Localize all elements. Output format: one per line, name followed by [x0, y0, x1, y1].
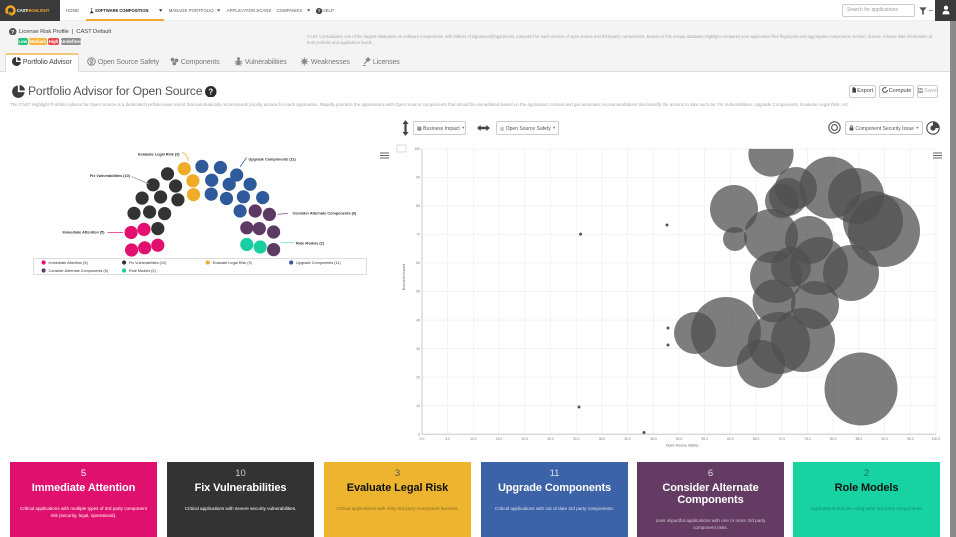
svg-text:Immediate Attention (5): Immediate Attention (5)	[62, 230, 105, 234]
svg-text:30.0: 30.0	[573, 437, 580, 441]
svg-text:30: 30	[416, 347, 420, 351]
svg-text:Fix Vulnerabilities (10): Fix Vulnerabilities (10)	[129, 261, 167, 265]
svg-text:20: 20	[416, 375, 420, 379]
svg-text:35.0: 35.0	[599, 437, 606, 441]
svg-text:80: 80	[416, 204, 420, 208]
svg-text:?: ?	[11, 29, 15, 35]
svg-text:10.0: 10.0	[470, 437, 477, 441]
svg-text:Consider Alternate Components: Consider Alternate Components (6)	[49, 269, 109, 273]
svg-text:Role Models (2): Role Models (2)	[296, 241, 325, 245]
svg-text:60: 60	[416, 261, 420, 265]
svg-text:Role Models (2): Role Models (2)	[129, 269, 157, 273]
svg-text:Business Impact: Business Impact	[402, 264, 406, 290]
svg-text:Consider Alternate Components: Consider Alternate Components (6)	[293, 211, 358, 215]
svg-text:65.0: 65.0	[753, 437, 760, 441]
svg-text:40.0: 40.0	[624, 437, 631, 441]
svg-text:100.0: 100.0	[932, 437, 941, 441]
svg-text:50.0: 50.0	[676, 437, 683, 441]
svg-text:15.0: 15.0	[496, 437, 503, 441]
svg-text:?: ?	[318, 8, 321, 13]
svg-text:10: 10	[416, 404, 420, 408]
svg-text:100: 100	[414, 147, 420, 151]
svg-text:85.0: 85.0	[856, 437, 863, 441]
svg-text:55.0: 55.0	[701, 437, 708, 441]
svg-text:45.0: 45.0	[650, 437, 657, 441]
svg-text:50: 50	[416, 290, 420, 294]
svg-text:90.0: 90.0	[881, 437, 888, 441]
svg-text:0: 0	[418, 432, 420, 436]
svg-text:40: 40	[416, 318, 420, 322]
svg-text:Open Source Safety: Open Source Safety	[666, 444, 699, 448]
svg-text:90: 90	[416, 176, 420, 180]
svg-text:20.0: 20.0	[521, 437, 528, 441]
svg-text:25.0: 25.0	[547, 437, 554, 441]
svg-text:70: 70	[416, 233, 420, 237]
svg-text:60.0: 60.0	[727, 437, 734, 441]
svg-text:Upgrade Components (11): Upgrade Components (11)	[296, 261, 341, 265]
svg-text:95.0: 95.0	[907, 437, 914, 441]
svg-text:Evaluate Legal Risk (3): Evaluate Legal Risk (3)	[213, 261, 253, 265]
svg-text:Upgrade Components (11): Upgrade Components (11)	[249, 158, 297, 162]
svg-text:75.0: 75.0	[804, 437, 811, 441]
svg-text:80.0: 80.0	[830, 437, 837, 441]
svg-text:0.0: 0.0	[420, 437, 425, 441]
svg-text:Evaluate Legal Risk (3): Evaluate Legal Risk (3)	[138, 153, 180, 157]
svg-text:70.0: 70.0	[778, 437, 785, 441]
svg-text:?: ?	[208, 87, 213, 96]
svg-text:5.0: 5.0	[445, 437, 450, 441]
svg-text:Immediate Attention (5): Immediate Attention (5)	[49, 261, 89, 265]
svg-text:Fix Vulnerabilities (10): Fix Vulnerabilities (10)	[90, 174, 131, 178]
